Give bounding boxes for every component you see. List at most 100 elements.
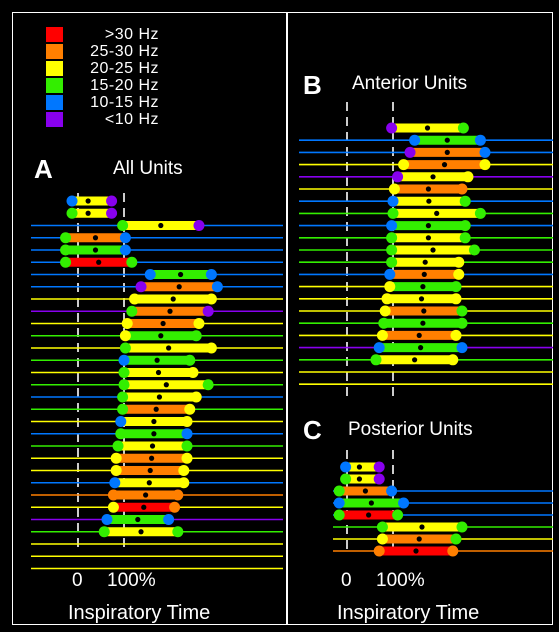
unit-offset-dot — [119, 244, 131, 256]
panel-b-letter: B — [303, 70, 322, 100]
unit-onset-dot — [376, 521, 388, 533]
unit-offset-dot — [205, 293, 217, 305]
unit-peak-dot — [418, 345, 424, 351]
unit-offset-dot — [398, 497, 410, 509]
unit-onset-dot — [409, 134, 421, 146]
unit-offset-dot — [373, 461, 385, 473]
unit-offset-dot — [456, 342, 468, 354]
legend-item: <10 Hz — [46, 111, 159, 128]
panel-a-tick-0: 0 — [72, 570, 83, 591]
unit-offset-dot — [184, 354, 196, 366]
unit-offset-dot — [178, 477, 190, 489]
unit-onset-dot — [386, 220, 398, 232]
unit-peak-dot — [418, 296, 425, 302]
unit-peak-dot — [154, 357, 160, 363]
unit-onset-dot — [126, 305, 138, 317]
unit-onset-dot — [387, 207, 399, 219]
unit-peak-dot — [413, 548, 419, 554]
unit-peak-dot — [158, 222, 164, 229]
unit-offset-dot — [181, 428, 193, 440]
unit-peak-dot — [155, 369, 162, 376]
unit-offset-dot — [456, 521, 468, 533]
unit-peak-dot — [416, 536, 422, 542]
unit-offset-dot — [126, 256, 138, 268]
unit-peak-dot — [426, 198, 432, 204]
unit-offset-dot — [373, 473, 385, 485]
unit-onset-dot — [117, 391, 129, 403]
unit-peak-dot — [356, 476, 363, 482]
unit-peak-dot — [149, 443, 156, 449]
unit-peak-dot — [362, 488, 368, 494]
legend-label: 15-20 Hz — [90, 76, 159, 94]
unit-peak-dot — [412, 357, 418, 363]
unit-peak-dot — [416, 332, 422, 338]
unit-onset-dot — [110, 465, 122, 476]
unit-offset-dot — [169, 501, 181, 513]
unit-peak-dot — [425, 186, 432, 192]
unit-peak-dot — [434, 210, 440, 216]
unit-peak-dot — [421, 308, 427, 314]
legend-item: >30 Hz — [46, 26, 159, 43]
unit-peak-dot — [138, 529, 144, 535]
unit-peak-dot — [430, 174, 436, 180]
unit-offset-dot — [392, 509, 404, 521]
unit-onset-dot — [333, 509, 345, 521]
unit-offset-dot — [193, 220, 205, 231]
unit-onset-dot — [392, 171, 404, 183]
unit-offset-dot — [205, 342, 217, 354]
unit-peak-dot — [151, 418, 157, 425]
unit-peak-dot — [153, 406, 159, 412]
unit-offset-dot — [479, 146, 491, 158]
unit-peak-dot — [141, 504, 147, 510]
unit-peak-dot — [421, 271, 427, 277]
unit-offset-dot — [106, 195, 118, 207]
panel-a-tick-100: 100% — [107, 570, 156, 591]
unit-peak-dot — [420, 284, 426, 290]
unit-offset-dot — [474, 134, 486, 146]
unit-onset-dot — [112, 440, 124, 452]
unit-onset-dot — [118, 379, 130, 391]
unit-onset-dot — [129, 293, 141, 305]
unit-peak-dot — [149, 455, 155, 461]
unit-peak-dot — [444, 137, 450, 143]
unit-offset-dot — [184, 403, 196, 415]
unit-peak-dot — [176, 284, 182, 290]
unit-onset-dot — [388, 183, 400, 195]
unit-offset-dot — [163, 514, 175, 525]
unit-offset-dot — [450, 281, 462, 293]
legend-label: <10 Hz — [104, 110, 159, 128]
unit-onset-dot — [387, 195, 399, 207]
unit-onset-dot — [381, 293, 393, 305]
unit-onset-dot — [386, 122, 398, 134]
unit-offset-dot — [447, 545, 459, 557]
panel-c-xlabel: Inspiratory Time — [337, 602, 480, 624]
unit-offset-dot — [450, 329, 462, 341]
unit-onset-dot — [107, 489, 119, 501]
unit-offset-dot — [462, 171, 474, 183]
unit-offset-dot — [456, 183, 468, 195]
unit-peak-dot — [135, 516, 141, 523]
unit-offset-dot — [181, 416, 193, 427]
unit-peak-dot — [147, 467, 153, 474]
unit-onset-dot — [333, 497, 345, 509]
unit-offset-dot — [106, 207, 118, 219]
unit-onset-dot — [404, 146, 416, 158]
unit-onset-dot — [117, 220, 129, 231]
panel-c-title: Posterior Units — [348, 419, 473, 440]
unit-offset-dot — [447, 354, 459, 366]
unit-offset-dot — [474, 207, 486, 219]
legend-label: 10-15 Hz — [90, 93, 159, 111]
unit-onset-dot — [66, 195, 78, 207]
panel-b-title: Anterior Units — [352, 73, 468, 94]
unit-onset-dot — [101, 514, 113, 525]
unit-peak-dot — [151, 431, 157, 437]
unit-offset-dot — [459, 220, 471, 232]
unit-offset-dot — [450, 533, 462, 545]
unit-peak-dot — [356, 464, 363, 470]
unit-onset-dot — [379, 305, 391, 317]
unit-peak-dot — [166, 345, 172, 351]
unit-offset-dot — [190, 391, 202, 403]
unit-peak-dot — [425, 235, 432, 241]
unit-onset-dot — [370, 354, 382, 366]
panel-a-frame — [12, 12, 287, 625]
